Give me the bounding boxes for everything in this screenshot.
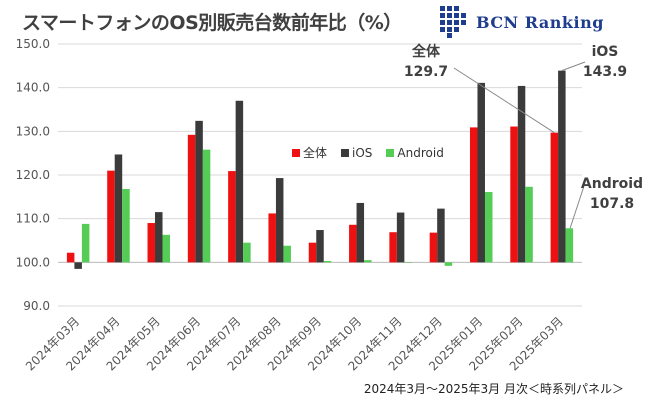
bar-all [147, 223, 156, 263]
bar-all [187, 134, 196, 263]
bar-ios [316, 230, 324, 263]
bar-android [525, 186, 533, 263]
legend-label-ios: iOS [352, 145, 373, 160]
bar-all [469, 127, 478, 263]
legend-label-android: Android [397, 145, 444, 160]
bar-all [429, 232, 438, 263]
annotation-all-value: 129.7 [403, 64, 449, 80]
annotation-ios-name: iOS [591, 44, 619, 60]
bar-android [364, 260, 372, 263]
legend-swatch-ios [341, 148, 350, 157]
bar-all [308, 242, 317, 263]
bar-android [283, 245, 291, 263]
bar-all [107, 170, 115, 263]
bar-ios [396, 212, 405, 263]
y-tick-label: 150.0 [16, 37, 50, 51]
bar-ios [235, 100, 244, 263]
legend-item-android: Android [386, 145, 444, 160]
y-tick-label: 140.0 [16, 81, 50, 95]
bar-ios [558, 70, 566, 263]
bar-android [202, 149, 211, 263]
bar-all [389, 232, 397, 263]
annotation-android-value: 107.8 [589, 196, 635, 212]
legend-item-ios: iOS [341, 146, 372, 160]
bar-android [565, 228, 574, 263]
annotation-ios: iOS 143.9 [580, 42, 630, 82]
bar-all [268, 213, 276, 263]
bar-ios [437, 208, 445, 263]
bar-ios [155, 212, 163, 263]
bar-ios [356, 202, 365, 263]
bar-android [323, 261, 332, 263]
bar-android [404, 262, 412, 263]
bar-ios [74, 262, 82, 269]
annotation-all-name: 全体 [412, 44, 440, 60]
bar-android [162, 234, 171, 263]
bar-android [243, 242, 251, 263]
bcn-logo-grid-icon [440, 6, 466, 38]
y-tick-label: 100.0 [16, 255, 50, 269]
annotation-android: Android 107.8 [576, 174, 648, 214]
bar-ios [195, 120, 203, 263]
chart-title: スマートフォンのOS別販売台数前年比（%） [22, 12, 402, 34]
leader-line-android [569, 185, 585, 229]
y-tick-label: 110.0 [16, 212, 50, 226]
bar-ios [114, 154, 123, 263]
bar-ios [517, 85, 526, 263]
legend: 全体 iOS Android [292, 144, 458, 161]
footer-note: 2024年3月～2025年3月 月次＜時系列パネル＞ [363, 382, 624, 396]
bar-android [81, 223, 90, 263]
y-tick-label: 90.0 [23, 299, 50, 313]
y-tick-label: 130.0 [16, 124, 50, 138]
bar-all [66, 252, 75, 263]
bar-ios [477, 82, 485, 263]
bar-all [510, 126, 518, 263]
bar-all [349, 224, 357, 263]
bar-ios [275, 178, 284, 263]
logo-text: BCN Ranking [476, 12, 604, 32]
legend-swatch-android [386, 148, 395, 157]
annotation-android-name: Android [580, 176, 644, 192]
bar-android [444, 262, 453, 266]
legend-swatch-all [292, 148, 300, 157]
annotation-all: 全体 129.7 [398, 42, 454, 82]
bar-all [228, 171, 236, 263]
annotation-ios-value: 143.9 [582, 64, 628, 80]
y-tick-label: 120.0 [16, 168, 50, 182]
legend-label-all: 全体 [303, 146, 328, 160]
bar-android [122, 188, 130, 263]
leader-line-all [453, 67, 555, 134]
bar-all [550, 132, 559, 263]
bar-android [484, 192, 493, 263]
bcn-logo: BCN Ranking [440, 6, 604, 38]
legend-item-all: 全体 [292, 144, 327, 161]
leader-line-ios [561, 61, 586, 72]
